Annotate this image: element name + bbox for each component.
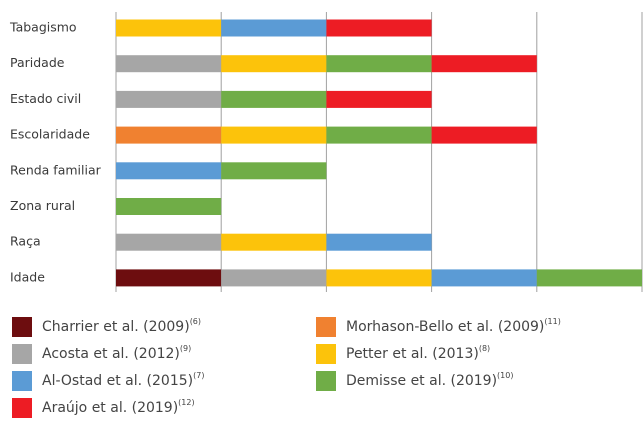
bar-segment: [221, 19, 327, 37]
legend-label: Petter et al. (2013)(8): [346, 344, 490, 363]
legend-name: Al-Ostad et al. (2015): [42, 373, 193, 389]
bar-segment: [221, 269, 327, 287]
legend-swatch: [316, 371, 336, 391]
category-label: Paridade: [10, 55, 65, 70]
bar-segment: [116, 269, 222, 287]
bar-segment: [536, 269, 642, 287]
legend-ref: (6): [190, 317, 201, 326]
bar-segment: [116, 90, 222, 108]
bar-segment: [221, 126, 327, 144]
legend-ref: (9): [180, 344, 191, 353]
legend-swatch: [12, 344, 32, 364]
legend-ref: (12): [178, 398, 194, 407]
legend-name: Demisse et al. (2019): [346, 373, 497, 389]
legend-name: Morhason-Bello et al. (2009): [346, 319, 544, 335]
legend-ref: (11): [544, 317, 560, 326]
legend-name: Acosta et al. (2012): [42, 346, 180, 362]
legend-label: Charrier et al. (2009)(6): [42, 317, 201, 336]
bar-segment: [221, 162, 327, 180]
legend-swatch: [12, 317, 32, 337]
bar-segment: [116, 233, 222, 251]
legend-label: Demisse et al. (2019)(10): [346, 371, 513, 390]
bar-segment: [326, 233, 432, 251]
legend-swatch: [316, 317, 336, 337]
legend-label: Acosta et al. (2012)(9): [42, 344, 191, 363]
bar-segment: [116, 55, 222, 73]
legend-swatch: [316, 344, 336, 364]
legend-ref: (8): [479, 344, 490, 353]
bar-segment: [326, 90, 432, 108]
bar-segment: [116, 198, 222, 215]
legend-name: Petter et al. (2013): [346, 346, 479, 362]
legend-label: Al-Ostad et al. (2015)(7): [42, 371, 204, 390]
bar-segment: [116, 126, 222, 144]
bar-segment: [221, 90, 327, 108]
bar-segment: [326, 269, 432, 287]
legend-label: Morhason-Bello et al. (2009)(11): [346, 317, 561, 336]
category-label: Raça: [10, 234, 41, 249]
legend-swatch: [12, 371, 32, 391]
legend-swatch: [12, 398, 32, 418]
bar-segment: [221, 233, 327, 251]
bar-segment: [326, 55, 432, 73]
category-label: Zona rural: [10, 198, 75, 213]
bar-segment: [116, 19, 222, 37]
bar-segment: [431, 55, 537, 73]
category-label: Estado civil: [10, 91, 81, 106]
bar-segment: [431, 269, 537, 287]
legend-ref: (10): [497, 371, 513, 380]
bar-segment: [326, 126, 432, 144]
bar-segment: [431, 126, 537, 144]
category-label: Tabagismo: [9, 20, 77, 35]
bar-segment: [221, 55, 327, 73]
bar-segment: [326, 19, 432, 37]
bar-segment: [116, 162, 222, 180]
legend-ref: (7): [193, 371, 204, 380]
legend-name: Araújo et al. (2019): [42, 400, 178, 416]
legend-name: Charrier et al. (2009): [42, 319, 190, 335]
category-label: Renda familiar: [10, 162, 102, 177]
legend-label: Araújo et al. (2019)(12): [42, 398, 195, 417]
category-label: Idade: [10, 269, 45, 284]
category-label: Escolaridade: [10, 127, 90, 142]
